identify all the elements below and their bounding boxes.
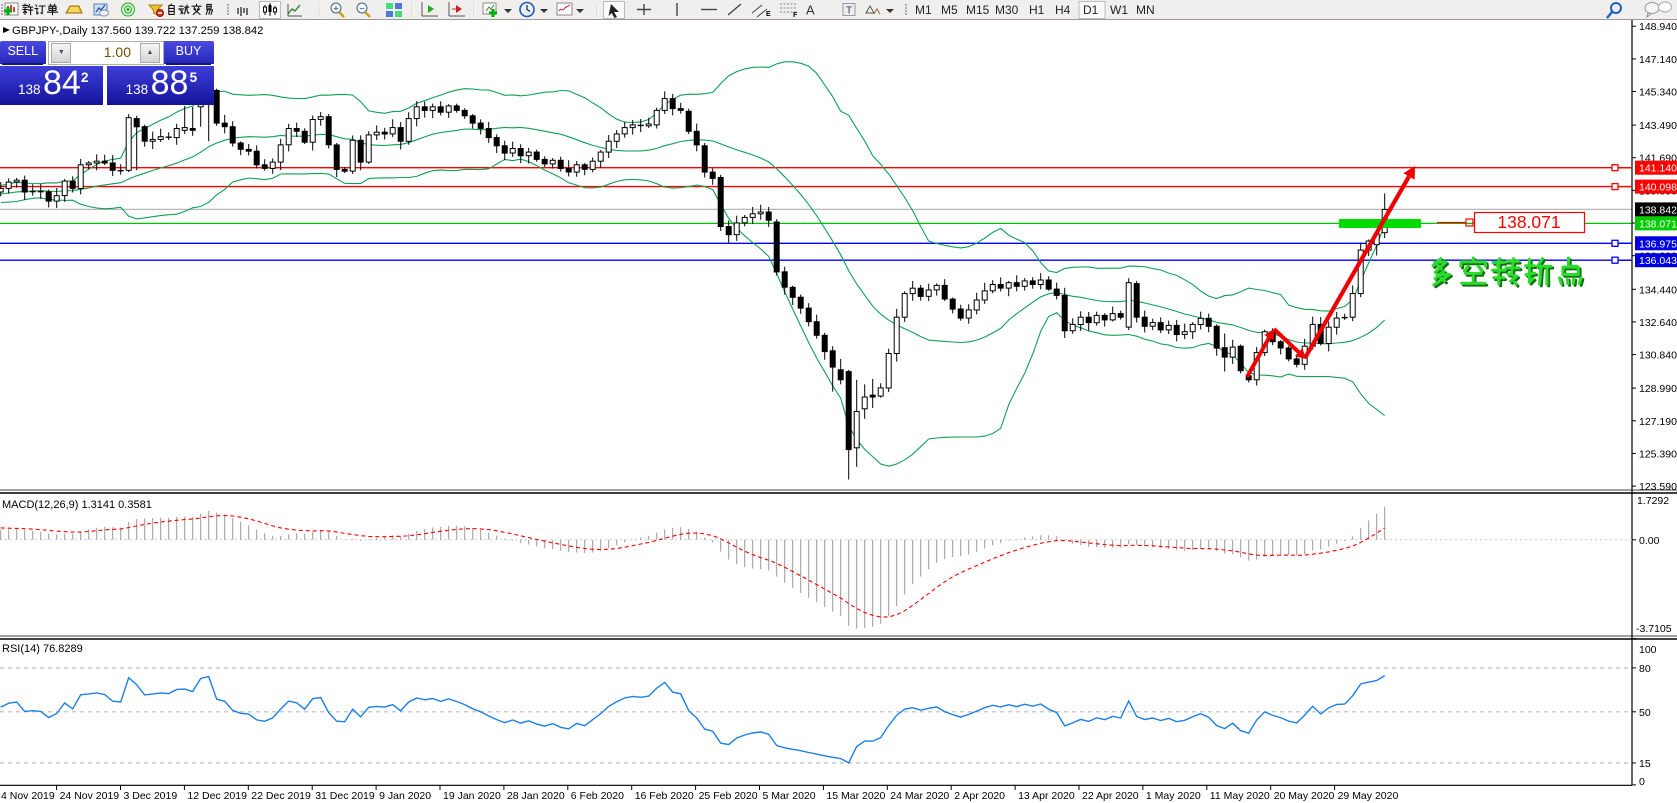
- svg-text:GBPJPY-,Daily 137.560 139.722: GBPJPY-,Daily 137.560 139.722 137.259 13…: [12, 25, 263, 37]
- svg-text:15 Mar 2020: 15 Mar 2020: [826, 790, 885, 802]
- svg-text:-3.7105: -3.7105: [1636, 623, 1672, 635]
- svg-text:A: A: [806, 3, 815, 18]
- svg-text:138.071: 138.071: [1497, 212, 1560, 232]
- svg-text:132.640: 132.640: [1639, 317, 1677, 329]
- svg-text:136.975: 136.975: [1639, 238, 1677, 250]
- svg-text:M1: M1: [915, 3, 932, 17]
- svg-text:M15: M15: [966, 3, 990, 17]
- svg-text:M5: M5: [941, 3, 958, 17]
- svg-text:H1: H1: [1029, 3, 1045, 17]
- svg-text:11 May 2020: 11 May 2020: [1210, 790, 1270, 802]
- svg-text:E: E: [766, 11, 771, 18]
- svg-text:12 Dec 2019: 12 Dec 2019: [187, 790, 247, 802]
- svg-text:143.490: 143.490: [1639, 120, 1677, 132]
- svg-text:3 Dec 2019: 3 Dec 2019: [124, 790, 178, 802]
- svg-text:130.840: 130.840: [1639, 350, 1677, 362]
- svg-text:F: F: [793, 12, 798, 19]
- svg-text:147.140: 147.140: [1639, 54, 1677, 66]
- svg-text:D1: D1: [1083, 3, 1099, 17]
- svg-text:0: 0: [1639, 776, 1645, 788]
- svg-text:16 Feb 2020: 16 Feb 2020: [635, 790, 694, 802]
- svg-text:127.190: 127.190: [1639, 416, 1677, 428]
- svg-text:15: 15: [1639, 758, 1651, 770]
- svg-text:W1: W1: [1110, 3, 1128, 17]
- svg-text:100: 100: [1639, 644, 1657, 656]
- svg-text:29 May 2020: 29 May 2020: [1338, 790, 1399, 802]
- svg-text:24 Nov 2019: 24 Nov 2019: [60, 790, 120, 802]
- svg-text:31 Dec 2019: 31 Dec 2019: [315, 790, 375, 802]
- svg-text:25 Feb 2020: 25 Feb 2020: [699, 790, 758, 802]
- svg-text:134.440: 134.440: [1639, 284, 1677, 296]
- svg-text:+: +: [333, 4, 338, 14]
- svg-text:136.043: 136.043: [1639, 255, 1677, 267]
- svg-text:4 Nov 2019: 4 Nov 2019: [1, 790, 55, 802]
- svg-text:−: −: [359, 4, 364, 14]
- svg-text:125.390: 125.390: [1639, 448, 1677, 460]
- svg-text:140.098: 140.098: [1639, 182, 1677, 194]
- svg-text:H4: H4: [1055, 3, 1071, 17]
- svg-text:24 Mar 2020: 24 Mar 2020: [890, 790, 949, 802]
- svg-text:28 Jan 2020: 28 Jan 2020: [507, 790, 565, 802]
- svg-text:138.071: 138.071: [1639, 218, 1677, 230]
- svg-text:9 Jan 2020: 9 Jan 2020: [379, 790, 431, 802]
- svg-text:80: 80: [1639, 663, 1651, 675]
- svg-text:138.842: 138.842: [1639, 204, 1677, 216]
- svg-text:6 Feb 2020: 6 Feb 2020: [571, 790, 624, 802]
- svg-text:MACD(12,26,9) 1.3141 0.3581: MACD(12,26,9) 1.3141 0.3581: [2, 499, 152, 511]
- svg-text:0.00: 0.00: [1639, 535, 1660, 547]
- svg-text:M30: M30: [995, 3, 1019, 17]
- svg-text:128.990: 128.990: [1639, 383, 1677, 395]
- svg-text:13 Apr 2020: 13 Apr 2020: [1018, 790, 1075, 802]
- svg-text:MN: MN: [1136, 3, 1155, 17]
- svg-text:145.340: 145.340: [1639, 87, 1677, 99]
- svg-text:148.940: 148.940: [1639, 21, 1677, 33]
- svg-text:20 May 2020: 20 May 2020: [1274, 790, 1335, 802]
- svg-text:5 Mar 2020: 5 Mar 2020: [763, 790, 816, 802]
- svg-text:T: T: [846, 6, 852, 17]
- svg-text:RSI(14) 76.8289: RSI(14) 76.8289: [2, 643, 83, 655]
- svg-text:50: 50: [1639, 707, 1651, 719]
- svg-text:22 Dec 2019: 22 Dec 2019: [251, 790, 311, 802]
- svg-text:19 Jan 2020: 19 Jan 2020: [443, 790, 501, 802]
- svg-text:1 May 2020: 1 May 2020: [1146, 790, 1201, 802]
- svg-text:141.140: 141.140: [1639, 163, 1677, 175]
- svg-text:123.590: 123.590: [1639, 481, 1677, 493]
- svg-text:1.7292: 1.7292: [1637, 495, 1669, 507]
- svg-text:2 Apr 2020: 2 Apr 2020: [954, 790, 1005, 802]
- svg-text:22 Apr 2020: 22 Apr 2020: [1082, 790, 1139, 802]
